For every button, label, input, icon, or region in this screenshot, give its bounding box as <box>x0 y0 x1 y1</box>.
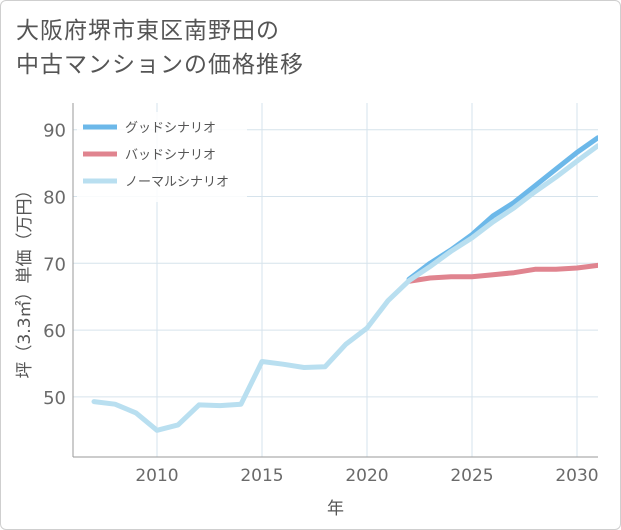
series-line-3 <box>91 143 598 433</box>
x-tick-label: 2020 <box>345 466 388 486</box>
legend-label-3: ノーマルシナリオ <box>125 175 229 190</box>
y-tick-label: 90 <box>43 121 66 142</box>
legend-label-1: グッドシナリオ <box>125 121 216 136</box>
x-axis-title: 年 <box>327 499 344 519</box>
y-axis-title: 坪（3.3㎡）単価（万円） <box>15 181 35 378</box>
series-line-2 <box>406 262 598 284</box>
chart-title-line-2: 中古マンションの価格推移 <box>16 52 304 78</box>
chart-title: 大阪府堺市東区南野田の 中古マンションの価格推移 <box>16 14 304 82</box>
y-tick-label: 60 <box>43 321 66 342</box>
x-tick-label: 2025 <box>450 466 493 486</box>
x-tick-label: 2015 <box>240 466 283 486</box>
x-tick-label: 2030 <box>555 466 598 486</box>
x-tick-label: 2010 <box>135 466 178 486</box>
y-tick-label: 80 <box>43 188 66 209</box>
legend-label-2: バッドシナリオ <box>125 148 216 163</box>
y-tick-label: 70 <box>43 254 66 275</box>
chart-title-line-1: 大阪府堺市東区南野田の <box>16 18 280 44</box>
y-tick-label: 50 <box>43 388 66 409</box>
